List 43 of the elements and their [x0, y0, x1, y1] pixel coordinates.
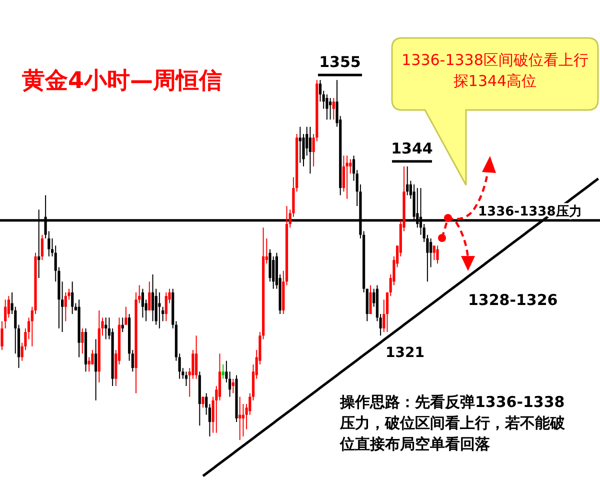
chart-title: 黄金4小时—周恒信 — [21, 68, 222, 94]
candlestick — [158, 292, 161, 329]
annotation: 1328-1326 — [468, 291, 558, 309]
candlestick — [346, 155, 348, 200]
candlestick — [184, 371, 188, 386]
candlestick — [308, 126, 312, 174]
annotation: 1355 — [319, 53, 361, 71]
candlestick — [88, 356, 90, 372]
candlestick — [124, 306, 128, 326]
candlestick — [195, 335, 198, 380]
annotation: 1355 — [318, 53, 362, 76]
candlestick — [64, 292, 67, 322]
annotation: 1344 — [391, 139, 433, 158]
candlestick — [332, 98, 335, 120]
candlestick — [349, 158, 352, 174]
candlestick — [121, 317, 124, 332]
candlestick — [326, 94, 328, 120]
candlestick — [40, 234, 44, 260]
annotation: 1321 — [386, 345, 424, 361]
candlestick — [94, 338, 98, 401]
candlestick — [81, 328, 84, 354]
candlestick — [232, 378, 234, 394]
annotation: 1336-1338区间破位看上行探1344高位 — [400, 50, 590, 92]
candlestick — [369, 284, 372, 314]
candlestick — [164, 292, 168, 322]
candlestick — [430, 238, 432, 268]
candlestick — [298, 126, 302, 164]
candlestick — [104, 317, 108, 340]
candlestick — [71, 281, 74, 314]
candlestick — [238, 396, 242, 440]
candlestick — [151, 274, 154, 322]
candlestick — [436, 245, 439, 264]
candlestick — [0, 320, 4, 350]
annotation: 1344 — [391, 139, 433, 163]
candlestick — [141, 288, 144, 318]
candlestick — [242, 404, 244, 437]
candlestick — [406, 166, 409, 196]
candlestick — [329, 98, 332, 120]
candlestick — [222, 364, 224, 380]
candlestick — [4, 299, 7, 329]
annotation: 操作思路：先看反弹1336-1338压力，破位区间看上行，若不能破位直接布局空单看回落 — [340, 392, 566, 455]
candlestick — [148, 281, 151, 311]
candlestick — [432, 245, 436, 260]
